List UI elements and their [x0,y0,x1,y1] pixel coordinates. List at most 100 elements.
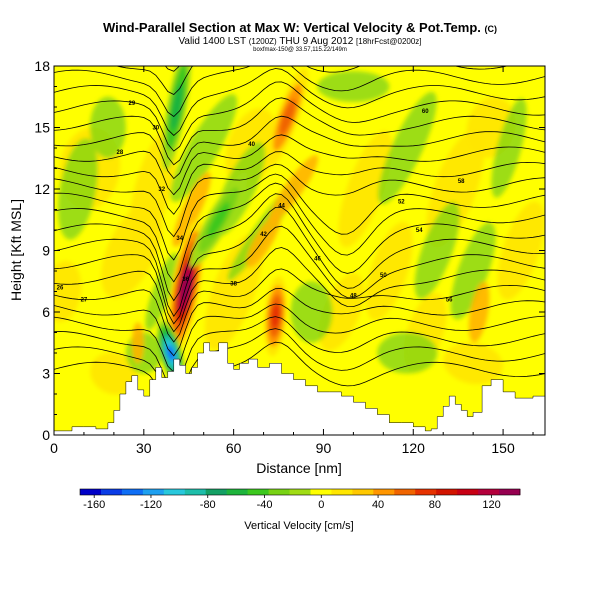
x-tick-label: 120 [402,440,426,456]
colorbar-swatch [184,489,207,495]
theta-contour [114,66,509,95]
theta-contour [54,97,545,166]
velocity-texture [54,260,82,323]
subtitle-utc: (1200Z) [248,37,277,46]
theta-contour [54,247,545,333]
theta-contour [54,193,545,302]
theta-contour [54,225,545,325]
colorbar-swatch [331,489,353,495]
y-tick-label: 9 [42,243,50,259]
x-tick-label: 0 [50,440,58,456]
colorbar-swatch [142,489,165,495]
contour-label: 54 [416,228,423,234]
chart-info-line: boxfmax-150@ 33.57,115.22/149m [253,47,347,53]
theta-contour [54,163,545,238]
velocity-texture [491,98,527,198]
velocity-texture [497,201,545,300]
velocity-texture [170,94,238,202]
contour-label: 28 [117,150,124,156]
velocity-texture [468,281,490,343]
theta-contours [54,66,545,419]
colorbar-swatch [101,489,123,495]
velocity-feature [170,83,183,131]
theta-contour [54,173,545,261]
colorbar-tick-label: 80 [429,499,441,511]
velocity-texture [377,91,437,205]
title-suffix: (C) [484,24,498,34]
contour-label: 32 [158,187,165,193]
colorbar-swatch [457,489,479,495]
x-tick-label: 60 [226,440,242,456]
colorbar-frame [79,488,521,496]
colorbar-swatch [310,489,332,495]
contour-label: 26 [57,285,64,291]
y-tick-label: 6 [42,304,50,320]
theta-contour [54,115,545,180]
colorbar-tick-label: -160 [83,499,105,511]
colorbar-swatch [268,489,290,495]
colorbar-tick-label: 120 [482,499,500,511]
theta-contour [54,81,545,152]
y-tick-label: 18 [34,58,50,74]
y-axis-label: Height [Kft MSL] [8,199,24,301]
y-tick-label: 3 [42,366,50,382]
theta-contour [54,134,545,196]
velocity-feature [166,345,175,361]
contour-label: 60 [422,109,429,115]
theta-contour [54,316,545,391]
contour-label: 48 [350,294,357,300]
y-tick-label: 15 [34,120,50,136]
colorbar-swatch [394,489,416,495]
colorbar-swatch [205,489,228,495]
velocity-texture [131,322,144,364]
contour-label: 46 [314,257,321,263]
colorbar-tick-label: 40 [372,499,384,511]
x-axis-label: Distance [nm] [256,460,342,476]
colorbar-tick-label: -80 [200,499,216,511]
colorbar-tick-label: 0 [318,499,324,511]
contour-label: 36 [182,277,189,283]
colorbar-swatch [373,489,395,495]
colorbar-tick-label: -120 [140,499,162,511]
theta-contour [54,288,545,357]
theta-contour [54,206,545,317]
colorbar-swatch [247,489,269,495]
velocity-feature [271,303,280,329]
contour-label: 50 [380,273,387,279]
contour-label: 38 [230,281,237,287]
colorbar-swatch [436,489,458,495]
chart-subtitle: Valid 1400 LST (1200Z) THU 9 Aug 2012 [1… [0,36,600,47]
colorbar-swatch [478,489,500,495]
colorbar-swatch [121,489,144,495]
contour-label: 52 [398,199,405,205]
velocity-texture [414,202,460,299]
theta-contour [54,268,545,343]
theta-contour [54,303,545,373]
colorbar-swatch [289,489,311,495]
x-tick-label: 30 [136,440,152,456]
subtitle-forecast: [18hrFcst@0200z] [356,37,422,46]
x-tick-label: 90 [316,440,332,456]
velocity-texture [317,71,390,102]
theta-contour [54,182,545,283]
y-tick-label: 0 [42,427,50,443]
theta-contour [54,151,545,215]
theta-contour [54,341,545,419]
contour-label: 44 [278,203,285,209]
colorbar-label: Vertical Velocity [cm/s] [244,520,353,532]
colorbar-swatch [80,489,102,495]
theta-contour [54,68,545,136]
contour-label: 56 [446,298,453,304]
x-axis: 0 30 60 90 120 150 [50,66,534,456]
contour-label: 58 [458,179,465,185]
colorbar-swatch [226,489,249,495]
contour-label: 42 [260,232,267,238]
velocity-texture [268,155,319,223]
velocity-texture [89,96,126,159]
colorbar: -160 -120 -80 -40 0 40 80 120 [79,488,521,511]
theta-contour [54,66,545,118]
velocity-texture [290,281,333,343]
velocity-texture [443,342,503,385]
